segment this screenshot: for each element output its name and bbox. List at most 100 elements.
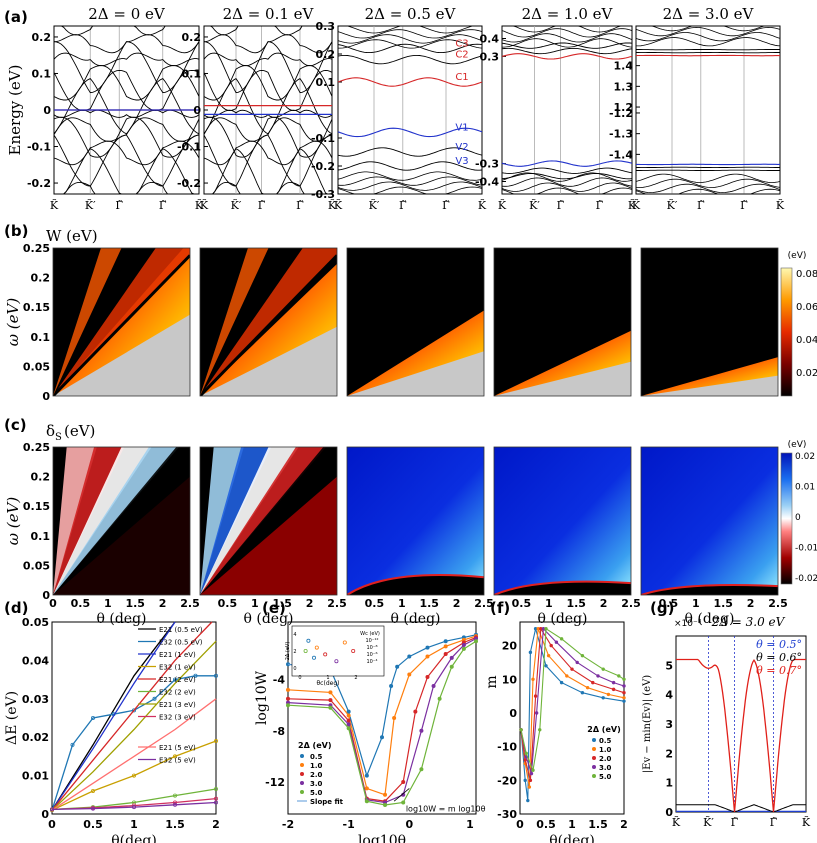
series-line — [676, 658, 806, 813]
kpoint-label: K̃′ — [85, 199, 96, 212]
data-point — [407, 654, 412, 659]
legend-label: 2.0 — [310, 771, 323, 779]
axis-exponent: ×10⁻⁸ — [674, 619, 702, 629]
kpoint-label: K̃ — [200, 199, 209, 212]
y-tick-label: 0.15 — [23, 500, 50, 513]
legend-label: E21 (1 eV) — [159, 651, 196, 659]
inset-point — [306, 638, 311, 643]
y-tick-label: 0.2 — [316, 48, 336, 61]
legend-swatch — [592, 774, 596, 778]
data-point — [152, 696, 157, 701]
y-tick-label: -1.2 — [609, 107, 633, 120]
band-line — [337, 186, 483, 195]
band-line — [203, 52, 333, 67]
series-line — [676, 804, 806, 813]
inset-point — [314, 645, 319, 650]
y-tick-label: 1.3 — [614, 80, 634, 93]
x-tick-label: 0 — [48, 818, 56, 831]
panel-e-log-bandwidth — [286, 621, 478, 815]
data-point — [529, 771, 534, 776]
y-tick-label: 0.15 — [23, 301, 50, 314]
series-line — [51, 740, 217, 811]
D-heatmap — [346, 446, 485, 596]
data-point — [519, 728, 523, 732]
band-panel-frame — [203, 25, 333, 195]
panel-letter: (b) — [4, 222, 28, 240]
D-heatmap — [199, 446, 338, 596]
y-tick-label: 5 — [665, 659, 673, 672]
annotation-arrow — [393, 788, 410, 802]
y-tick-label: -0.1 — [311, 132, 335, 145]
series-line — [51, 801, 217, 811]
y-tick-label: 0.1 — [182, 67, 202, 80]
legend-swatch — [300, 790, 304, 794]
heatmap-background — [494, 447, 631, 595]
band-line — [337, 147, 483, 157]
x-tick-label: 1.5 — [419, 597, 439, 610]
band-label: C2 — [455, 50, 468, 61]
row-title: (eV) — [64, 422, 95, 440]
kpoint-label: Γ̃ — [399, 199, 407, 212]
kpoint-label: Γ̃ — [596, 199, 604, 212]
axis-label: θ (deg) — [243, 611, 293, 627]
panel-title: 2Δ = 1.0 eV — [522, 5, 614, 23]
band-line — [53, 116, 200, 158]
band-line — [501, 172, 633, 182]
data-point — [328, 698, 333, 703]
panel-letter: (e) — [262, 599, 286, 617]
y-tick-label: 0.2 — [31, 272, 51, 285]
band-panel-frame — [635, 25, 781, 195]
y-tick-label: -30 — [497, 808, 517, 821]
band-line — [635, 173, 781, 183]
legend-swatch — [300, 772, 304, 776]
legend-label: E21 (3 eV) — [159, 701, 196, 709]
legend-label: 2.0 — [599, 755, 612, 763]
data-point — [172, 754, 177, 759]
heatmap-boundary — [494, 580, 631, 595]
data-point — [591, 680, 595, 685]
colorbar-delta — [780, 452, 793, 585]
heatmap-dark-region — [494, 581, 631, 595]
data-point — [172, 800, 177, 805]
band-line — [204, 148, 332, 195]
data-point — [617, 674, 621, 678]
data-point — [622, 696, 626, 700]
heatmap-dark-region — [347, 575, 484, 595]
x-tick-label: 1 — [104, 597, 112, 610]
x-tick-label: 2 — [747, 597, 755, 610]
x-tick-label: 2 — [159, 597, 167, 610]
data-point — [531, 677, 535, 681]
y-tick-label: 0.2 — [32, 31, 52, 44]
D-heatmap — [52, 446, 191, 596]
data-point — [474, 639, 478, 644]
legend-title: 2Δ (eV) — [298, 741, 331, 750]
data-point — [172, 802, 177, 807]
data-point — [131, 805, 136, 810]
heatmap-gray-region — [641, 375, 778, 396]
band-line — [501, 42, 633, 49]
inset-tick: 2 — [293, 649, 296, 655]
data-point — [461, 643, 466, 648]
y-tick-label: -0.3 — [311, 188, 335, 201]
heatmap-body — [641, 447, 778, 595]
band-label: V1 — [455, 122, 468, 133]
heatmap-background — [641, 447, 778, 595]
data-point — [611, 687, 616, 692]
x-tick-label: 2.5 — [474, 597, 494, 610]
data-point — [193, 673, 198, 678]
kpoint-label: K̃ — [195, 199, 204, 212]
colorbar-unit: (eV) — [788, 251, 807, 261]
data-point — [536, 627, 540, 631]
series-line — [520, 628, 625, 788]
data-point — [213, 673, 218, 678]
band-line — [53, 109, 200, 118]
kpoint-label: Γ̃ — [159, 199, 167, 212]
inset-label: 2Δ (eV) — [285, 642, 291, 661]
inset-point — [351, 649, 356, 654]
legend-swatch — [300, 781, 304, 785]
data-point — [383, 803, 388, 808]
kpoint-label: K̃ — [628, 199, 637, 212]
data-point — [570, 667, 574, 671]
data-point — [286, 696, 290, 701]
x-tick-label: 0.5 — [218, 597, 238, 610]
